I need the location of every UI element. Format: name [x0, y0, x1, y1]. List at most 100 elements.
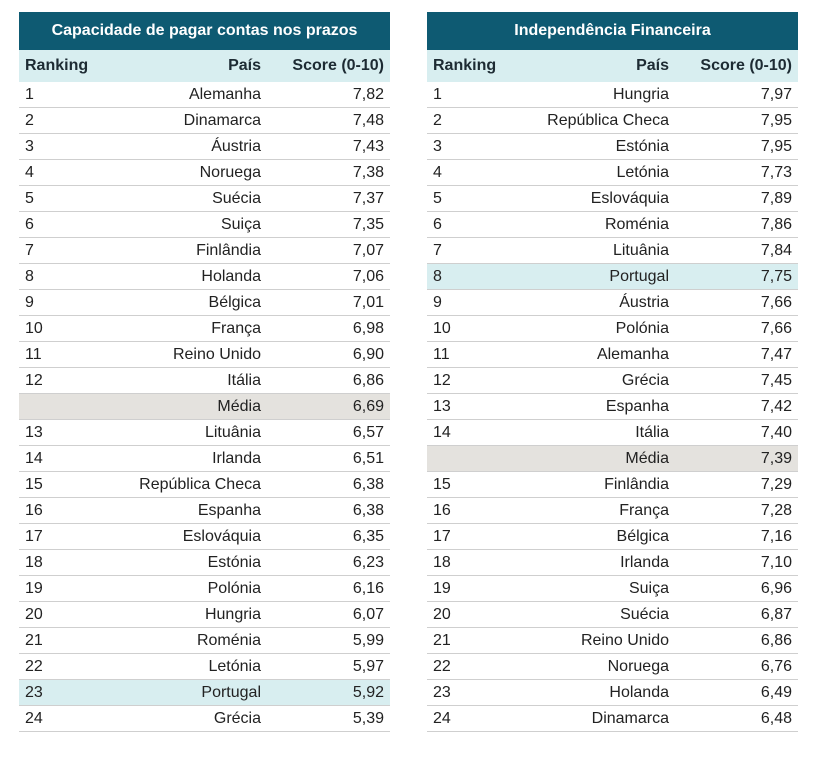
country-cell: Noruega: [199, 163, 261, 181]
score-cell: 7,86: [760, 215, 792, 233]
country-cell: Roménia: [604, 215, 669, 233]
ranking-cell: 23: [25, 683, 43, 701]
score-cell: 6,69: [352, 397, 384, 415]
ranking-cell: 11: [433, 345, 450, 363]
country-cell: Polónia: [615, 319, 669, 337]
country-cell: Média: [625, 449, 669, 467]
score-cell: 7,97: [760, 85, 792, 103]
country-cell: Dinamarca: [591, 709, 669, 727]
ranking-cell: 4: [433, 163, 442, 181]
table-row: 2 Dinamarca 7,48: [19, 108, 390, 134]
ranking-cell: 5: [433, 189, 442, 207]
ranking-cell: 9: [25, 293, 34, 311]
table-row: 7 Lituânia 7,84: [427, 238, 798, 264]
score-cell: 7,82: [352, 85, 384, 103]
table-row: 14 Irlanda 6,51: [19, 446, 390, 472]
table-row: 11 Alemanha 7,47: [427, 342, 798, 368]
table-row: 12 Itália 6,86: [19, 368, 390, 394]
score-cell: 6,87: [760, 605, 792, 623]
table-row: 19 Polónia 6,16: [19, 576, 390, 602]
score-cell: 7,39: [760, 449, 792, 467]
score-cell: 6,90: [352, 345, 384, 363]
table-row: 1 Hungria 7,97: [427, 82, 798, 108]
table-row: 6 Roménia 7,86: [427, 212, 798, 238]
header-country: País: [636, 57, 669, 74]
score-cell: 7,84: [760, 241, 792, 259]
table-row: 22 Letónia 5,97: [19, 654, 390, 680]
score-cell: 6,35: [352, 527, 384, 545]
table-bill-payment: Capacidade de pagar contas nos prazos Ra…: [19, 12, 390, 732]
ranking-cell: 17: [25, 527, 43, 545]
table-row: 14 Itália 7,40: [427, 420, 798, 446]
header-country: País: [228, 57, 261, 74]
table-row: 23 Holanda 6,49: [427, 680, 798, 706]
country-cell: Reino Unido: [580, 631, 669, 649]
ranking-cell: 21: [433, 631, 451, 649]
country-cell: Espanha: [197, 501, 261, 519]
ranking-cell: 18: [25, 553, 43, 571]
ranking-cell: 3: [433, 137, 442, 155]
score-cell: 7,95: [760, 111, 792, 129]
table-row: 13 Espanha 7,42: [427, 394, 798, 420]
ranking-cell: 2: [433, 111, 442, 129]
ranking-cell: 8: [25, 267, 34, 285]
country-cell: Grécia: [213, 709, 261, 727]
score-cell: 7,66: [760, 293, 792, 311]
score-cell: 6,86: [760, 631, 792, 649]
table-row: 20 Suécia 6,87: [427, 602, 798, 628]
ranking-cell: 19: [433, 579, 451, 597]
country-cell: Média: [217, 397, 261, 415]
country-cell: Holanda: [201, 267, 261, 285]
country-cell: Hungria: [204, 605, 261, 623]
country-cell: Lituânia: [612, 241, 669, 259]
table-row: 16 Espanha 6,38: [19, 498, 390, 524]
table-title: Independência Financeira: [427, 12, 798, 50]
table-body: 1 Hungria 7,97 2 República Checa 7,95 3 Estónia…: [427, 82, 798, 732]
table-row: 20 Hungria 6,07: [19, 602, 390, 628]
ranking-cell: 19: [25, 579, 43, 597]
ranking-cell: 10: [25, 319, 43, 337]
score-cell: 7,16: [760, 527, 792, 545]
score-cell: 7,43: [352, 137, 384, 155]
country-cell: Letónia: [616, 163, 670, 181]
table-row: 3 Áustria 7,43: [19, 134, 390, 160]
score-cell: 5,97: [352, 657, 384, 675]
country-cell: França: [211, 319, 261, 337]
score-cell: 5,99: [352, 631, 384, 649]
table-row: 4 Letónia 7,73: [427, 160, 798, 186]
average-row: Média 7,39: [427, 446, 798, 472]
country-cell: Polónia: [207, 579, 261, 597]
country-cell: Alemanha: [596, 345, 669, 363]
ranking-cell: 6: [433, 215, 442, 233]
ranking-cell: 24: [433, 709, 451, 727]
score-cell: 7,07: [352, 241, 384, 259]
table-row: 11 Reino Unido 6,90: [19, 342, 390, 368]
country-cell: Suiça: [628, 579, 669, 597]
table-row: 15 Finlândia 7,29: [427, 472, 798, 498]
ranking-cell: 15: [433, 475, 451, 493]
country-cell: Espanha: [605, 397, 669, 415]
score-cell: 7,06: [352, 267, 384, 285]
country-cell: Irlanda: [620, 553, 669, 571]
ranking-cell: 17: [433, 527, 451, 545]
country-cell: Estónia: [615, 137, 669, 155]
ranking-cell: 16: [433, 501, 451, 519]
score-cell: 7,75: [760, 267, 792, 285]
country-cell: Suécia: [620, 605, 669, 623]
table-row: 21 Roménia 5,99: [19, 628, 390, 654]
ranking-cell: 20: [433, 605, 451, 623]
country-cell: Roménia: [196, 631, 261, 649]
table-header: Ranking País Score (0-10): [427, 50, 798, 82]
table-header: Ranking País Score (0-10): [19, 50, 390, 82]
score-cell: 7,45: [760, 371, 792, 389]
table-row: 2 República Checa 7,95: [427, 108, 798, 134]
score-cell: 6,57: [352, 423, 384, 441]
country-cell: Grécia: [621, 371, 669, 389]
score-cell: 6,51: [352, 449, 384, 467]
header-ranking: Ranking: [25, 57, 89, 74]
table-title: Capacidade de pagar contas nos prazos: [19, 12, 390, 50]
country-cell: Alemanha: [188, 85, 261, 103]
ranking-cell: 23: [433, 683, 451, 701]
score-cell: 7,37: [352, 189, 384, 207]
table-row: 18 Irlanda 7,10: [427, 550, 798, 576]
